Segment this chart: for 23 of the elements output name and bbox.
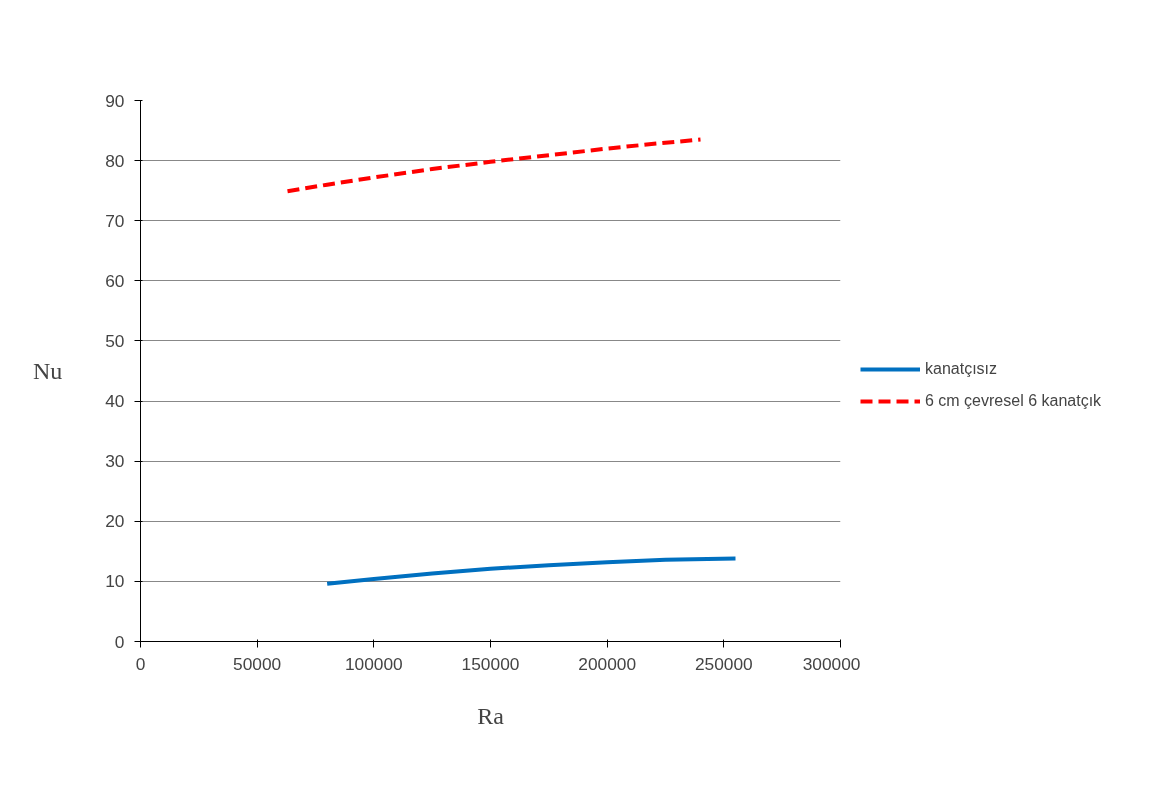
y-axis-title: Nu: [32, 358, 63, 384]
legend-label: kanatçısız: [925, 360, 998, 378]
x-tick-label: 200000: [578, 653, 637, 674]
x-tick-label: 0: [135, 653, 146, 674]
y-tick-label: 50: [105, 330, 125, 351]
y-tick-label: 80: [105, 150, 125, 171]
y-tick-label: 10: [105, 571, 125, 592]
x-tick-label: 150000: [461, 653, 520, 674]
y-tick-label: 30: [105, 451, 125, 472]
x-tick-label: 250000: [694, 653, 753, 674]
y-tick-label: 70: [105, 210, 125, 231]
legend-label: 6 cm çevresel 6 kanatçık: [925, 392, 1102, 410]
x-tick-label: 50000: [233, 653, 282, 674]
y-tick-label: 60: [105, 270, 125, 291]
y-tick-label: 0: [114, 631, 125, 652]
y-tick-label: 20: [105, 511, 125, 532]
y-tick-label: 90: [105, 90, 125, 111]
line-series: [325, 556, 738, 586]
x-axis-title: Ra: [477, 702, 505, 729]
x-tick-label: 100000: [344, 653, 403, 674]
line-series: [285, 137, 703, 194]
y-tick-label: 40: [105, 391, 125, 412]
x-tick-label: 300000: [802, 653, 861, 674]
